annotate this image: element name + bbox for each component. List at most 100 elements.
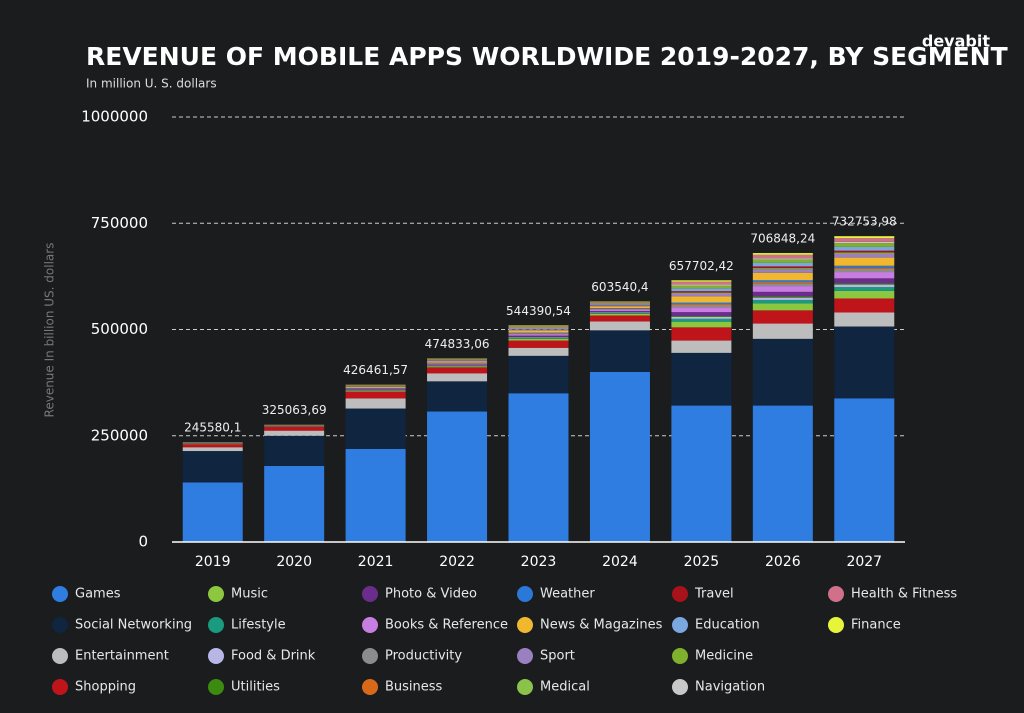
legend-label: Entertainment xyxy=(75,649,169,664)
legend-label: Medical xyxy=(540,680,590,695)
bar-segment xyxy=(671,315,732,317)
y-tick-label: 0 xyxy=(138,533,148,551)
bar-segment xyxy=(345,448,406,542)
legend-swatch xyxy=(208,617,224,633)
legend-swatch xyxy=(517,679,533,695)
y-tick-label: 1000000 xyxy=(81,108,148,126)
bar-segment xyxy=(752,268,813,270)
bar-segment xyxy=(589,303,650,304)
total-label: 426461,57 xyxy=(343,363,408,377)
bar-segment xyxy=(345,390,406,392)
bar-segment xyxy=(264,435,325,466)
bar-segment xyxy=(508,337,569,339)
total-label: 706848,24 xyxy=(750,232,815,246)
bar-segment xyxy=(752,283,813,287)
bar-segment xyxy=(752,280,813,283)
bar-segment xyxy=(345,391,406,399)
bar-segment xyxy=(589,313,650,316)
bar-segment xyxy=(671,292,732,294)
legend-label: Utilities xyxy=(231,680,280,695)
y-axis-label: Revenue In billion US. dollars xyxy=(43,243,57,418)
bar-segment xyxy=(752,405,813,542)
legend-label: Travel xyxy=(694,587,734,602)
bar-segment xyxy=(671,285,732,289)
bar-segment xyxy=(427,359,488,360)
bar-segment xyxy=(752,323,813,339)
legend-swatch xyxy=(672,586,688,602)
legend-swatch xyxy=(362,648,378,664)
legend-label: Medicine xyxy=(695,649,753,664)
bar-segment xyxy=(508,337,569,338)
legend-label: Navigation xyxy=(695,680,765,695)
bar-segment xyxy=(834,252,895,254)
bar-segment xyxy=(671,296,732,303)
bar-segment xyxy=(834,272,895,279)
bar-segment xyxy=(834,253,895,258)
legend-label: Shopping xyxy=(75,680,136,695)
bar-segment xyxy=(671,281,732,285)
bar-segment xyxy=(834,398,895,542)
bar-segment xyxy=(589,315,650,322)
bar-segment xyxy=(264,426,325,431)
bar-segment xyxy=(508,325,569,327)
bar-segment xyxy=(345,398,406,409)
bar-segment xyxy=(834,326,895,399)
bar-segment xyxy=(752,254,813,259)
brand: devabit xyxy=(922,32,990,51)
legend-label: Weather xyxy=(540,587,595,602)
legend-label: Productivity xyxy=(385,649,462,664)
x-tick-label: 2025 xyxy=(684,554,720,570)
bar-segment xyxy=(427,367,488,374)
bar-segment xyxy=(752,310,813,324)
bar-segment xyxy=(508,329,569,331)
bar-segment xyxy=(589,306,650,309)
y-tick-label: 250000 xyxy=(91,426,148,444)
bar-segment xyxy=(671,280,732,282)
bar-segment xyxy=(508,355,569,394)
bar-segment xyxy=(752,259,813,263)
bar-segment xyxy=(264,430,325,436)
bar-segment xyxy=(752,291,813,297)
legend-label: Education xyxy=(695,618,760,633)
bar-segment xyxy=(508,327,569,328)
bar-segment xyxy=(427,365,488,367)
legend-label: Sport xyxy=(540,649,575,664)
bar-segment xyxy=(671,304,732,306)
bar-segment xyxy=(508,333,569,335)
bar-segment xyxy=(671,312,732,316)
bar-segment xyxy=(508,340,569,348)
bar-segment xyxy=(427,363,488,365)
bar-segment xyxy=(671,302,732,305)
bar-segment xyxy=(752,286,813,292)
bar-segment xyxy=(834,312,895,327)
bar-segment xyxy=(427,373,488,382)
total-label: 657702,42 xyxy=(669,259,734,273)
bar-segment xyxy=(752,272,813,281)
bar-segment xyxy=(589,303,650,305)
bar-segment xyxy=(182,447,243,452)
bar-segment xyxy=(427,358,488,360)
bar-segment xyxy=(671,318,732,322)
legend-swatch xyxy=(52,586,68,602)
x-tick-label: 2026 xyxy=(765,554,801,570)
legend-swatch xyxy=(828,617,844,633)
total-label: 245580,1 xyxy=(184,421,241,435)
bar-segment xyxy=(589,312,650,314)
bar-segment xyxy=(508,347,569,356)
bar-segment xyxy=(671,405,732,542)
bar-segment xyxy=(834,257,895,266)
bar-segment xyxy=(427,366,488,368)
legend-swatch xyxy=(208,679,224,695)
legend-label: Health & Fitness xyxy=(851,587,957,602)
bar-segment xyxy=(834,284,895,288)
bar-segment xyxy=(589,372,650,542)
bar-segment xyxy=(589,321,650,331)
bar-segment xyxy=(589,330,650,372)
legend-swatch xyxy=(362,617,378,633)
x-tick-label: 2019 xyxy=(195,554,231,570)
legend-label: Games xyxy=(75,587,121,602)
subtitle: In million U. S. dollars xyxy=(86,77,217,91)
bar-segment xyxy=(508,338,569,341)
bar-segment xyxy=(671,316,732,319)
